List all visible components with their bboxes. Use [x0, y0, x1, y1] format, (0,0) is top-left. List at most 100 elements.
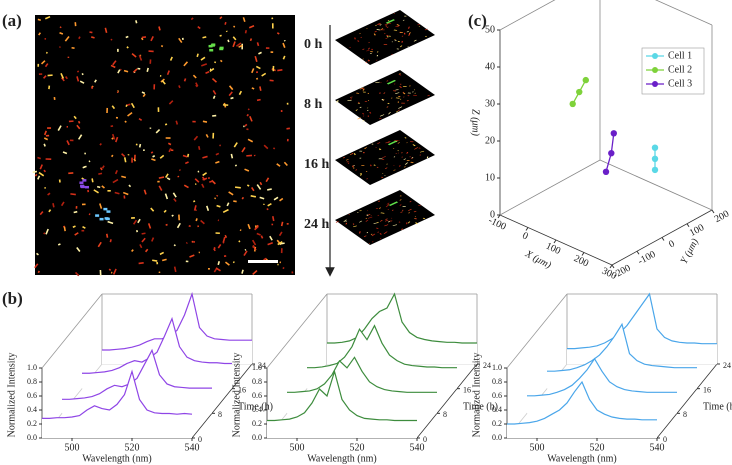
speck	[195, 183, 197, 186]
speck	[364, 101, 368, 102]
speck	[195, 84, 199, 88]
box-edge	[499, 159, 601, 216]
speck	[89, 31, 93, 34]
speck	[68, 120, 74, 123]
speck	[383, 231, 388, 234]
speck	[123, 195, 126, 199]
speck	[162, 258, 167, 262]
speck	[75, 206, 78, 209]
speck	[74, 271, 80, 277]
speck	[282, 267, 285, 270]
y-tick	[611, 264, 615, 269]
speck	[276, 32, 280, 35]
speck	[342, 156, 346, 159]
cell-point	[651, 155, 659, 162]
speck	[381, 98, 385, 101]
speck	[37, 156, 41, 160]
speck	[101, 165, 105, 169]
speck	[393, 165, 395, 166]
speck	[379, 148, 382, 150]
speck	[398, 106, 403, 109]
speck	[247, 108, 250, 111]
cell-point	[602, 168, 610, 175]
speck	[259, 86, 262, 91]
speck	[131, 53, 137, 58]
speck	[378, 200, 380, 202]
time-tick-label: 8	[218, 410, 222, 419]
speck	[139, 244, 143, 249]
speck	[99, 167, 103, 171]
speck	[215, 232, 220, 235]
speck	[363, 235, 367, 237]
speck	[385, 204, 390, 208]
spectrum	[547, 322, 697, 372]
speck	[407, 95, 410, 97]
speck	[353, 153, 356, 156]
speck	[345, 159, 349, 161]
time-tick-label: 0	[423, 435, 427, 444]
speck	[408, 212, 411, 214]
speck	[397, 109, 401, 111]
speck	[105, 233, 109, 238]
y-tick-label: 0.0	[492, 433, 502, 442]
box-edge	[499, 0, 556, 31]
speck	[155, 128, 161, 134]
speck	[387, 221, 391, 223]
speck	[359, 87, 364, 90]
z-tick-label: 20	[485, 135, 495, 146]
speck	[69, 139, 74, 142]
y-tick-label: 0.2	[492, 419, 502, 428]
speck	[353, 225, 357, 228]
speck	[377, 214, 380, 216]
speck	[394, 83, 396, 85]
slice-image	[335, 129, 436, 185]
speck	[148, 50, 154, 53]
speck	[283, 39, 286, 42]
speck	[380, 176, 384, 178]
speck	[152, 155, 156, 158]
speck	[216, 194, 219, 197]
speck	[382, 99, 385, 101]
speck	[395, 153, 397, 154]
speck	[193, 241, 196, 243]
cell-marker	[104, 217, 109, 220]
legend-marker	[652, 81, 658, 87]
speck	[60, 201, 65, 207]
speck	[379, 219, 383, 222]
speck	[47, 74, 53, 77]
speck	[83, 165, 87, 168]
speck	[359, 33, 361, 35]
speck	[157, 107, 160, 112]
speck	[246, 128, 249, 131]
speck	[141, 36, 147, 39]
spectrum	[102, 291, 252, 351]
speck	[59, 31, 64, 35]
x-tick-label: 520	[125, 442, 140, 453]
speck	[359, 157, 362, 159]
y-axis-label: Y (μm)	[679, 236, 702, 266]
speck	[97, 241, 102, 248]
cell-point	[582, 76, 589, 84]
cell-marker	[99, 217, 104, 221]
speck	[410, 161, 414, 164]
speck	[125, 104, 128, 108]
speck	[183, 78, 187, 82]
speck	[219, 16, 223, 20]
cell-point	[651, 166, 659, 174]
speck	[127, 154, 130, 156]
speck	[393, 12, 396, 14]
speck	[212, 114, 217, 117]
speck	[375, 59, 378, 61]
slice	[335, 9, 436, 65]
speck	[361, 88, 364, 90]
speck	[282, 55, 286, 60]
time-axis-label: Time (h)	[463, 401, 498, 412]
speck	[370, 215, 372, 217]
speck	[147, 223, 152, 229]
spectrum-mask	[507, 382, 657, 438]
speck	[247, 138, 254, 143]
axis-line	[416, 363, 478, 439]
speck	[362, 58, 364, 60]
speck	[233, 142, 238, 148]
x-tick-label: -100	[486, 215, 507, 233]
